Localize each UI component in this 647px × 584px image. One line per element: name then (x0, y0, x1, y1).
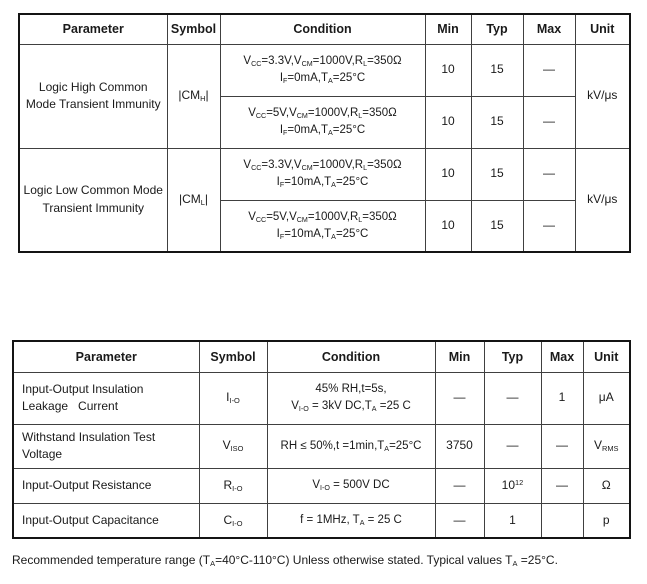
header-condition: Condition (219, 13, 426, 45)
table-row: Input-Output Capacitance CI-O f = 1MHz, … (12, 502, 631, 539)
parameter-cell: Input-Output Resistance (12, 467, 200, 504)
header-max: Max (522, 13, 576, 45)
header-max: Max (540, 340, 584, 373)
condition-cell: VCC=3.3V,VCM=1000V,RL=350Ω IF=10mA,TA=25°… (219, 147, 426, 201)
header-typ: Typ (483, 340, 542, 373)
table-row: VCC=5V,VCM=1000V,RL=350Ω IF=0mA,TA=25°C 1… (19, 95, 630, 149)
header-parameter: Parameter (12, 340, 200, 373)
condition-cell: VCC=3.3V,VCM=1000V,RL=350Ω IF=0mA,TA=25°C (219, 43, 426, 97)
condition-cell: VI-O = 500V DC (266, 467, 436, 504)
typ-cell: 1012 (483, 467, 542, 504)
symbol-cell: |CMH| (166, 43, 221, 149)
min-cell: 10 (424, 199, 472, 253)
header-unit: Unit (574, 13, 631, 45)
typ-cell: 15 (470, 199, 524, 253)
min-cell: — (434, 467, 485, 504)
header-symbol: Symbol (166, 13, 221, 45)
table-row: VCC=5V,VCM=1000V,RL=350Ω IF=10mA,TA=25°C … (19, 199, 630, 253)
max-cell: — (522, 147, 576, 201)
unit-cell: Ω (582, 467, 631, 504)
unit-cell: μA (582, 371, 631, 425)
header-min: Min (434, 340, 485, 373)
temperature-footnote: Recommended temperature range (TA=40°C-1… (12, 553, 558, 569)
transient-immunity-table: Parameter Symbol Condition Min Typ Max U… (18, 13, 631, 253)
typ-cell: 1 (483, 502, 542, 539)
header-typ: Typ (470, 13, 524, 45)
max-cell: — (522, 43, 576, 97)
parameter-cell: Input-Output Insulation Leakage Current (12, 371, 200, 425)
max-cell: — (540, 467, 584, 504)
symbol-cell: II-O (198, 371, 268, 425)
condition-cell: VCC=5V,VCM=1000V,RL=350Ω IF=0mA,TA=25°C (219, 95, 426, 149)
min-cell: — (434, 371, 485, 425)
typ-cell: 15 (470, 43, 524, 97)
header-parameter: Parameter (18, 13, 168, 45)
table-header-row: Parameter Symbol Condition Min Typ Max U… (12, 340, 631, 373)
max-cell: — (540, 423, 584, 469)
condition-cell: VCC=5V,VCM=1000V,RL=350Ω IF=10mA,TA=25°C (219, 199, 426, 253)
min-cell: 10 (424, 43, 472, 97)
typ-cell: — (483, 423, 542, 469)
typ-cell: — (483, 371, 542, 425)
parameter-cell: Logic Low Common Mode Transient Immunity (18, 147, 168, 253)
condition-cell: RH ≤ 50%,t =1min,TA=25°C (266, 423, 436, 469)
header-symbol: Symbol (198, 340, 268, 373)
min-cell: 10 (424, 95, 472, 149)
table-row: Input-Output Resistance RI-O VI-O = 500V… (12, 467, 631, 504)
unit-cell: kV/μs (574, 43, 631, 149)
max-cell (540, 502, 584, 539)
max-cell: 1 (540, 371, 584, 425)
typ-cell: 15 (470, 95, 524, 149)
table-row: Withstand Insulation Test Voltage VISO RH… (12, 423, 631, 469)
typ-cell: 15 (470, 147, 524, 201)
min-cell: 3750 (434, 423, 485, 469)
unit-cell: VRMS (582, 423, 631, 469)
header-min: Min (424, 13, 472, 45)
min-cell: — (434, 502, 485, 539)
table-header-row: Parameter Symbol Condition Min Typ Max U… (18, 13, 631, 45)
condition-cell: f = 1MHz, TA = 25 C (266, 502, 436, 539)
max-cell: — (522, 95, 576, 149)
parameter-cell: Input-Output Capacitance (12, 502, 200, 539)
symbol-cell: RI-O (198, 467, 268, 504)
unit-cell: p (582, 502, 631, 539)
insulation-characteristics-table: Parameter Symbol Condition Min Typ Max U… (12, 340, 631, 539)
table-row: Logic Low Common Mode Transient Immunity … (18, 147, 631, 253)
header-unit: Unit (582, 340, 631, 373)
condition-cell: 45% RH,t=5s, VI-O = 3kV DC,TA =25 C (266, 371, 436, 425)
table-row: Logic High Common Mode Transient Immunity… (18, 43, 631, 149)
symbol-cell: |CML| (166, 147, 221, 253)
unit-cell: kV/μs (574, 147, 631, 253)
symbol-cell: VISO (198, 423, 268, 469)
header-condition: Condition (266, 340, 436, 373)
table-row: Input-Output Insulation Leakage Current I… (12, 371, 631, 425)
parameter-cell: Withstand Insulation Test Voltage (12, 423, 200, 469)
parameter-cell: Logic High Common Mode Transient Immunity (18, 43, 168, 149)
max-cell: — (522, 199, 576, 253)
min-cell: 10 (424, 147, 472, 201)
symbol-cell: CI-O (198, 502, 268, 539)
